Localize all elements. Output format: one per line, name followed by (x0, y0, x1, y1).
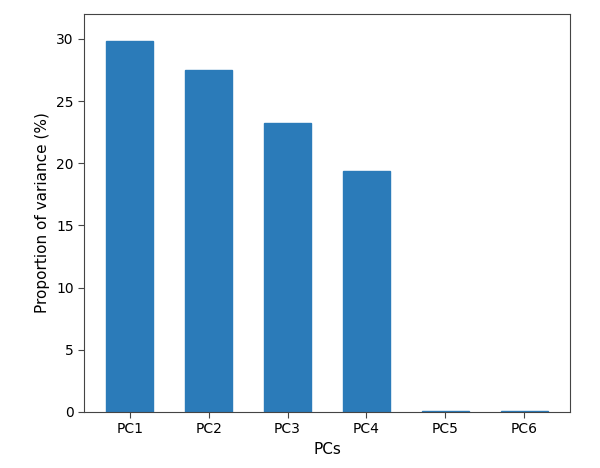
Bar (500, 411, 548, 412)
Bar (106, 41, 154, 412)
X-axis label: PCs: PCs (313, 442, 341, 457)
Bar (343, 171, 390, 412)
Y-axis label: Proportion of variance (%): Proportion of variance (%) (35, 112, 50, 314)
Bar (185, 70, 232, 412)
Bar (264, 124, 311, 412)
Bar (422, 411, 469, 412)
